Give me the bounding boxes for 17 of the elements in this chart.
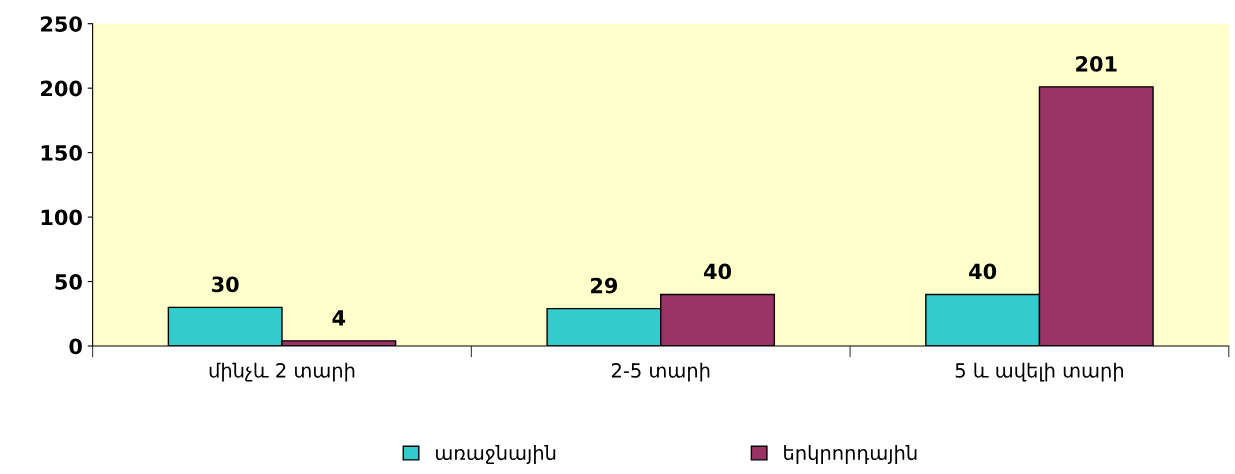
y-tick-label: 150 [41,145,82,161]
y-tick-label: 250 [41,16,82,32]
data-label: 40 [703,263,732,280]
y-tick-label: 200 [41,80,82,97]
data-label: 4 [332,310,346,326]
x-tick-label: 5 և ավելի տարի [955,362,1124,382]
data-label: 201 [1076,55,1117,72]
y-tick-label: 50 [55,274,82,290]
x-tick-label: մինչև 2 տարի [209,362,355,382]
legend-label: առաջնային [436,445,556,464]
data-label: 30 [212,276,239,293]
x-tick-label: 2-5 տարի [611,362,710,382]
y-tick-label: 100 [41,209,82,226]
data-label: 40 [969,263,997,280]
legend-label: երկրորդային [784,445,917,464]
data-label: 29 [591,277,618,294]
y-tick-label: 0 [69,338,82,355]
